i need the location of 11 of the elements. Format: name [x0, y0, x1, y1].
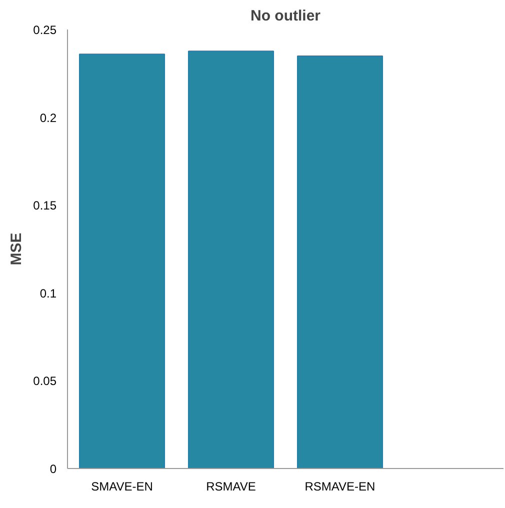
y-tick-label: 0.05 — [33, 374, 57, 388]
y-axis-title: MSE — [8, 232, 26, 266]
y-tick-label: 0.2 — [40, 110, 57, 125]
y-tick-label: 0 — [50, 462, 57, 476]
x-tick-label: SMAVE-EN — [91, 480, 153, 494]
y-tick-label: 0.1 — [40, 286, 57, 300]
chart-title: No outlier — [250, 8, 321, 24]
y-tick-label: 0.25 — [33, 23, 57, 37]
x-tick-label: RSMAVE-EN — [304, 480, 376, 494]
y-tick-label: 0.15 — [33, 198, 57, 213]
x-tick-label: RSMAVE — [206, 480, 256, 494]
